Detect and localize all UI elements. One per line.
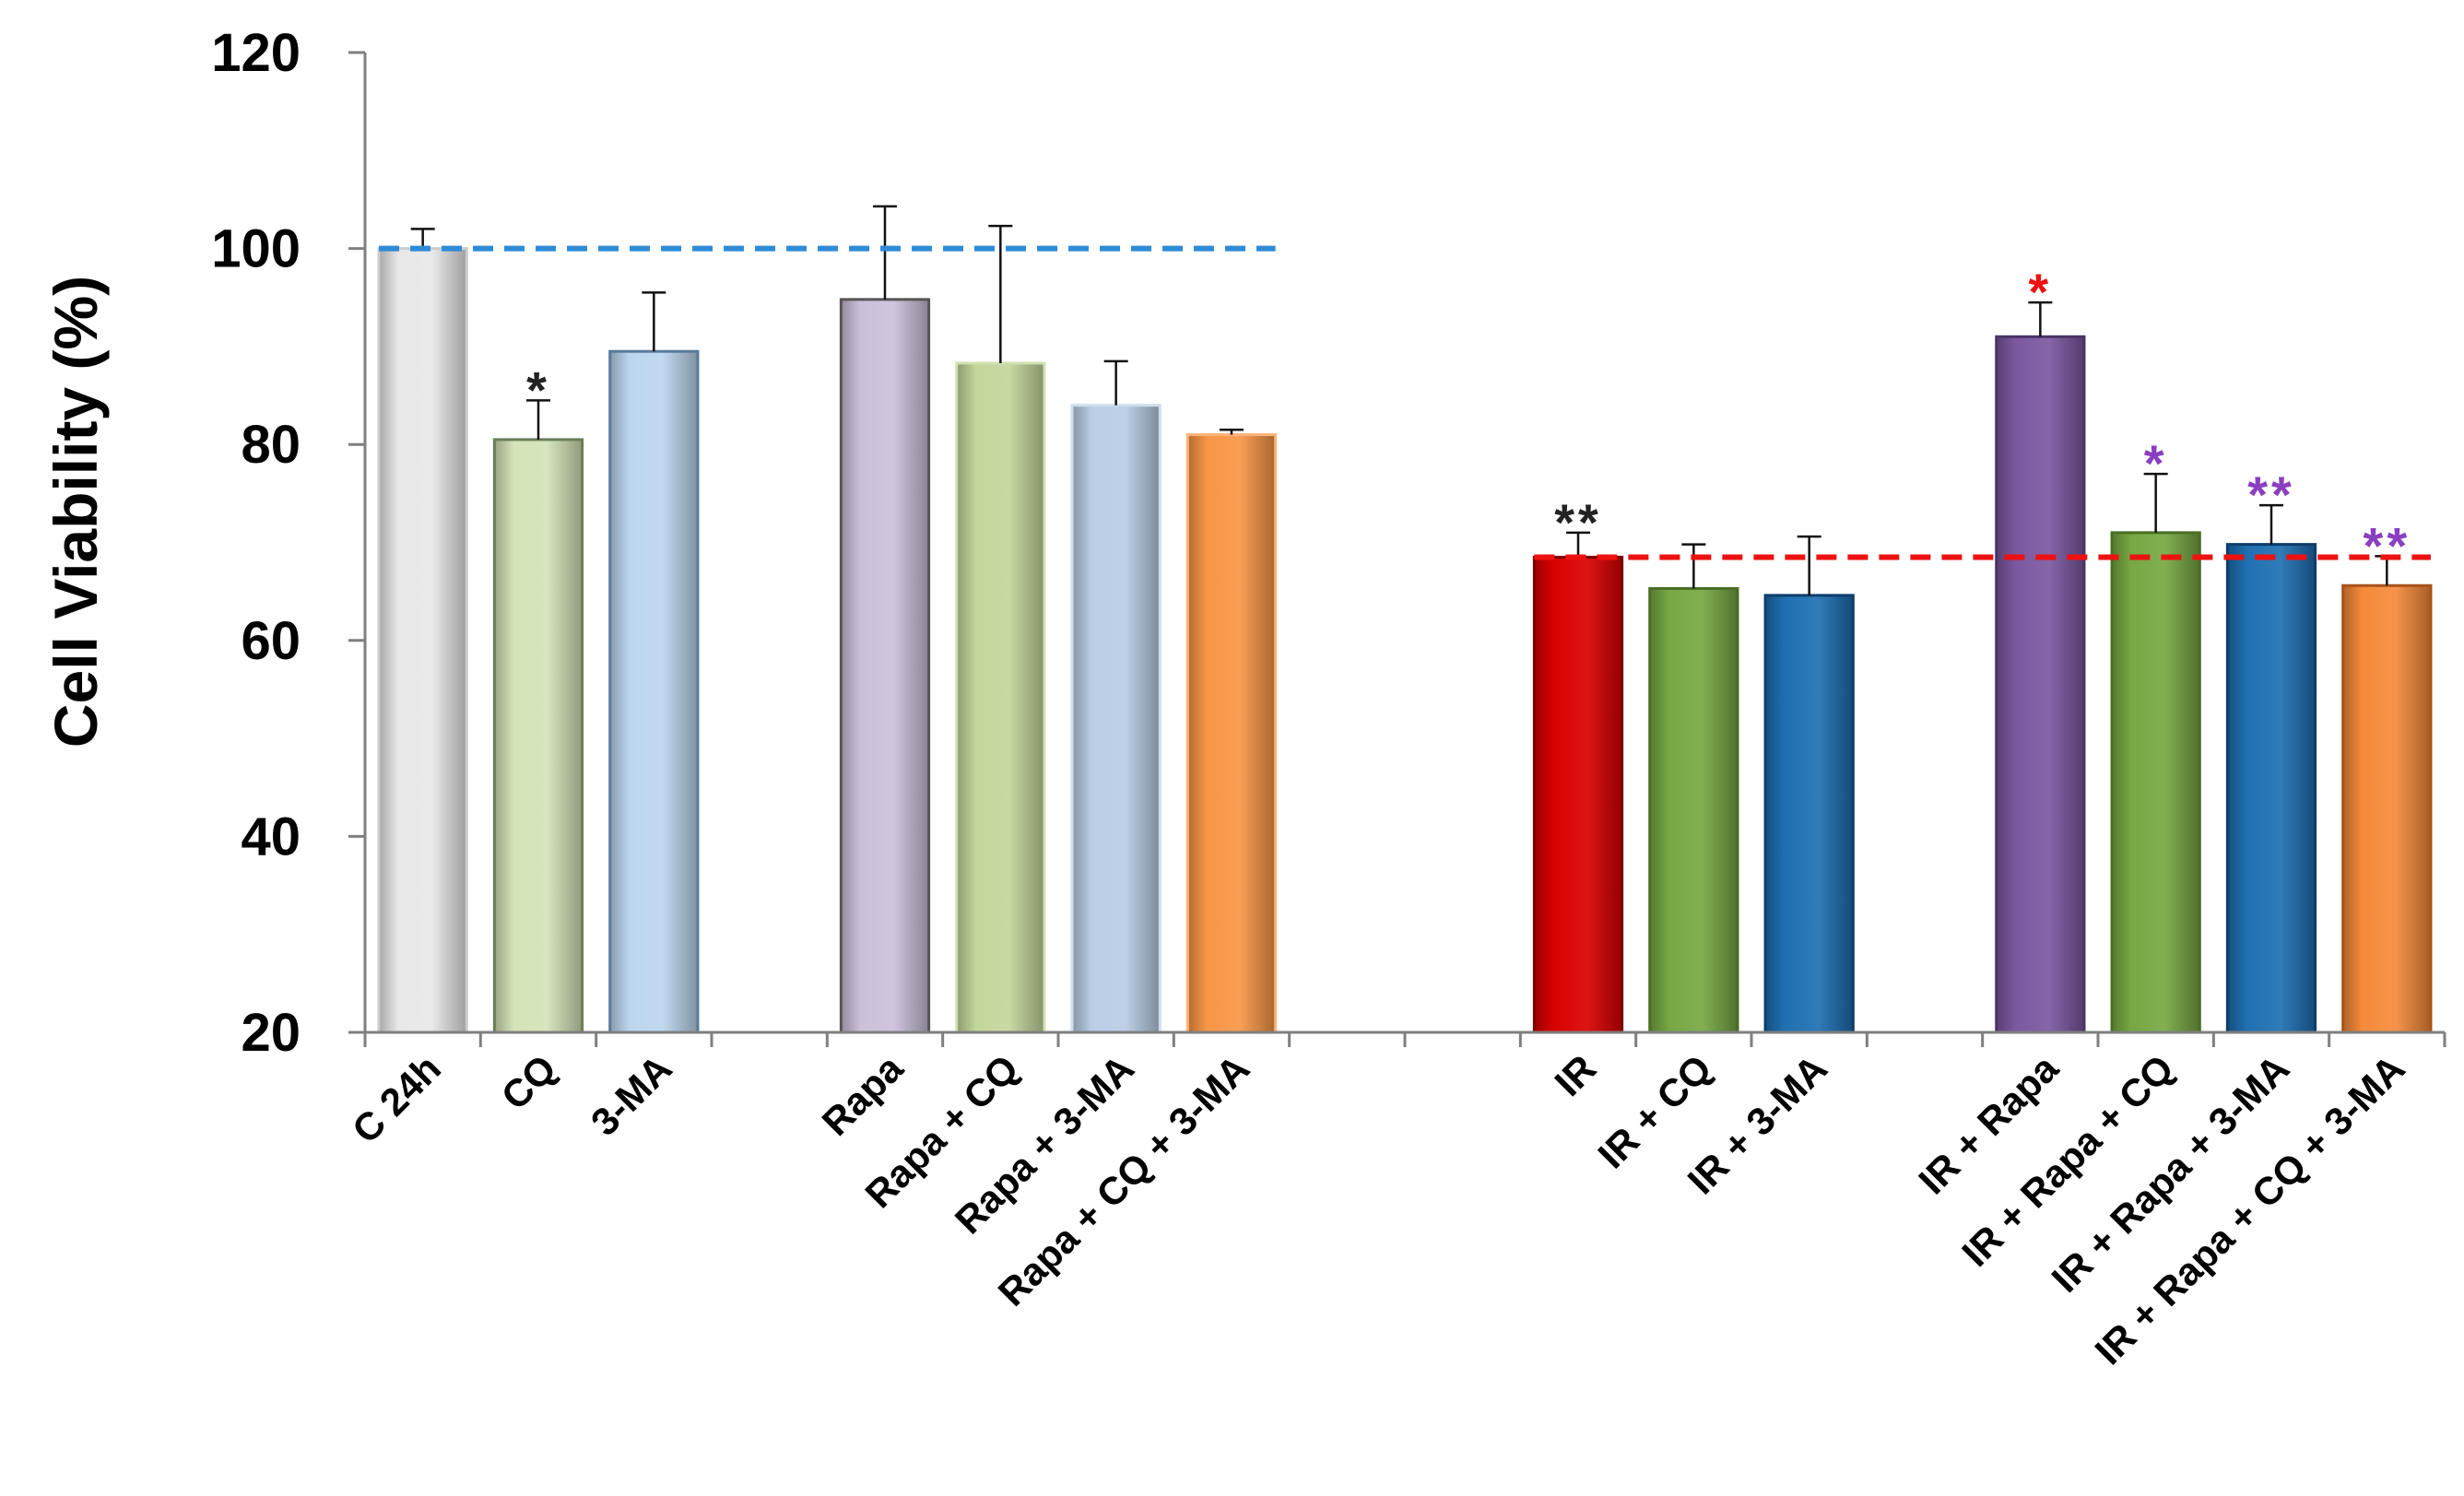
- y-tick-label-0: 20: [241, 1003, 301, 1063]
- axes-layer: [348, 51, 2446, 1047]
- y-tick-label-2: 60: [241, 611, 301, 671]
- significance-marker-1: **: [1554, 493, 1602, 551]
- category-label-2: 3-MA: [583, 1046, 680, 1144]
- reference-lines-layer: [379, 245, 2431, 560]
- y-tick-label-3: 80: [241, 415, 301, 475]
- significance-marker-4: **: [2247, 465, 2295, 524]
- category-label-15: IR + Rapa + CQ: [1953, 1046, 2182, 1275]
- category-label-1: CQ: [493, 1046, 565, 1118]
- bar-4: [839, 298, 931, 1034]
- y-tick-label-4: 100: [211, 219, 301, 279]
- bar-10: [1532, 555, 1624, 1034]
- bar-17: [2341, 583, 2433, 1034]
- bar-2: [608, 349, 700, 1034]
- y-tick-label-1: 40: [241, 807, 301, 866]
- bar-15: [2110, 531, 2201, 1034]
- bar-11: [1648, 586, 1739, 1034]
- bar-5: [955, 361, 1046, 1034]
- bar-7: [1185, 433, 1278, 1034]
- bar-12: [1763, 594, 1855, 1034]
- significance-marker-0: *: [526, 360, 550, 418]
- bars-layer: [377, 205, 2433, 1034]
- significance-marker-5: **: [2364, 516, 2411, 574]
- y-axis-title: Cell Viability (%): [41, 276, 110, 748]
- bar-0: [377, 247, 468, 1034]
- category-label-10: IR: [1546, 1046, 1604, 1104]
- bar-1: [492, 438, 584, 1034]
- bar-14: [1995, 335, 2086, 1034]
- y-tick-label-5: 120: [211, 23, 301, 83]
- bar-16: [2225, 543, 2317, 1034]
- significance-marker-2: *: [2028, 263, 2052, 321]
- category-label-0: C 24h: [344, 1046, 449, 1151]
- category-label-4: Rapa: [814, 1046, 912, 1144]
- significance-marker-3: *: [2144, 434, 2168, 492]
- bar-6: [1070, 404, 1161, 1034]
